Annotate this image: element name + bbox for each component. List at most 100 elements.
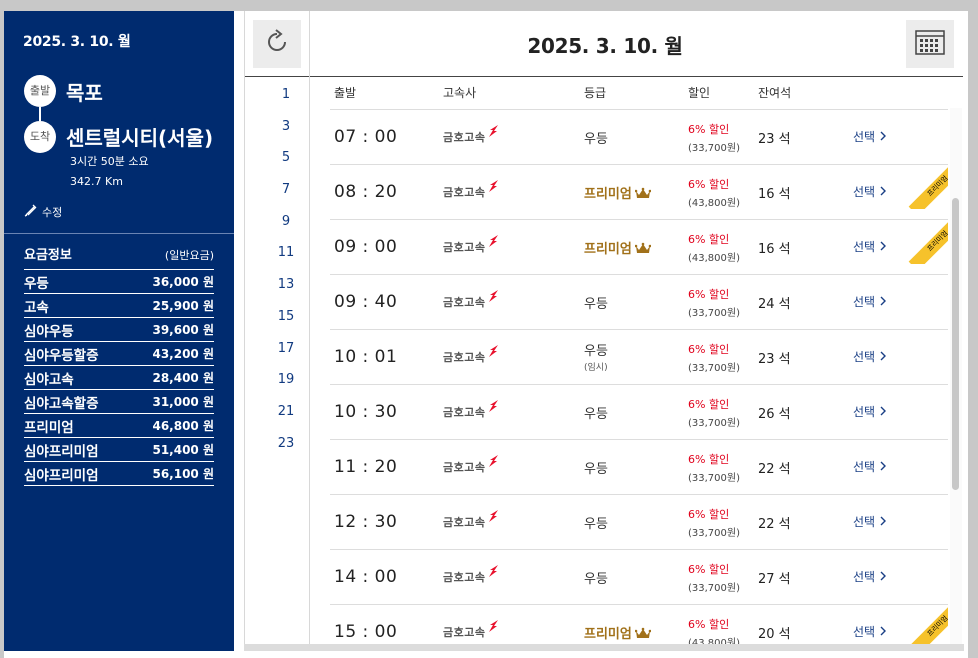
refresh-button[interactable] (253, 20, 301, 68)
route-connector (39, 107, 41, 121)
schedule-row: 07 : 00 금호고속 우등 6% 할인 (33,700원) 23 석 선택 (330, 110, 948, 165)
remaining-seats: 20 석 (758, 627, 791, 642)
select-button[interactable]: 선택 (853, 238, 887, 255)
schedule-list: 07 : 00 금호고속 우등 6% 할인 (33,700원) 23 석 선택 08 : 20… (330, 109, 948, 645)
bus-grade: 우등 (584, 407, 608, 422)
discount-info: 6% 할인 (43,800원) (688, 233, 740, 264)
crown-icon (634, 242, 652, 259)
discount-info: 6% 할인 (33,700원) (688, 123, 740, 154)
arrival-terminal: 센트럴시티(서울) (66, 126, 214, 150)
bus-company: 금호고속 (443, 290, 498, 310)
horizontal-scrollbar[interactable] (244, 644, 964, 651)
remaining-seats: 16 석 (758, 187, 791, 202)
schedule-table-header: 출발 고속사 등급 할인 잔여석 (330, 84, 950, 108)
chevron-right-icon (880, 130, 887, 144)
crown-icon (634, 627, 652, 644)
chevron-right-icon (880, 295, 887, 309)
fare-row: 심야프리미엄 56,100 원 (24, 461, 214, 486)
schedule-row: 09 : 40 금호고속 우등 6% 할인 (33,700원) 24 석 선택 (330, 275, 948, 330)
chevron-right-icon (880, 350, 887, 364)
departure-time: 11 : 20 (334, 457, 398, 477)
discount-info: 6% 할인 (33,700원) (688, 453, 740, 484)
schedule-row: 10 : 30 금호고속 우등 6% 할인 (33,700원) 26 석 선택 (330, 385, 948, 440)
hour-link[interactable]: 13 (277, 277, 295, 293)
hour-link[interactable]: 15 (277, 308, 295, 324)
discount-info: 6% 할인 (33,700원) (688, 343, 740, 374)
hour-link[interactable]: 19 (277, 372, 295, 388)
schedule-row: 11 : 20 금호고속 우등 6% 할인 (33,700원) 22 석 선택 (330, 440, 948, 495)
departure-time: 14 : 00 (334, 567, 398, 587)
scrollbar-thumb[interactable] (952, 198, 959, 490)
select-button[interactable]: 선택 (853, 293, 887, 310)
schedule-row: 08 : 20 금호고속 프리미엄 6% 할인 (43,800원) 16 석 선택 프리미엄 (330, 165, 948, 220)
hour-link[interactable]: 11 (277, 245, 295, 261)
hour-link[interactable]: 9 (281, 213, 291, 229)
departure-time: 15 : 00 (334, 622, 398, 642)
edit-route-button[interactable]: 수정 (24, 203, 62, 220)
hour-link[interactable]: 7 (281, 182, 291, 198)
fare-row: 심야우등 39,600 원 (24, 317, 214, 341)
schedule-row: 10 : 01 금호고속 우등 (임시) 6% 할인 (33,700원) 23 석 선택 (330, 330, 948, 385)
schedule-row: 15 : 00 금호고속 프리미엄 6% 할인 (43,800원) 20 석 선택 프리미엄 (330, 605, 948, 645)
col-company: 고속사 (443, 86, 477, 100)
col-seats: 잔여석 (758, 86, 792, 100)
hour-link[interactable]: 23 (277, 435, 295, 451)
fare-info-note: (일반요금) (164, 249, 214, 262)
bus-company: 금호고속 (443, 345, 498, 365)
select-button[interactable]: 선택 (853, 623, 887, 640)
remaining-seats: 23 석 (758, 132, 791, 147)
departure-time: 09 : 00 (334, 237, 398, 257)
discount-info: 6% 할인 (33,700원) (688, 563, 740, 594)
refresh-icon (263, 28, 291, 60)
departure-badge: 출발 (24, 75, 56, 107)
chevron-right-icon (880, 570, 887, 584)
bus-company: 금호고속 (443, 620, 498, 640)
premium-ribbon: 프리미엄 (905, 605, 948, 645)
calendar-button[interactable] (906, 20, 954, 68)
select-button[interactable]: 선택 (853, 403, 887, 420)
bus-grade: 우등 (584, 517, 608, 532)
remaining-seats: 22 석 (758, 517, 791, 532)
page-title: 2025. 3. 10. 월 (527, 34, 683, 58)
hour-link[interactable]: 3 (281, 118, 291, 134)
bus-company: 금호고속 (443, 455, 498, 475)
select-button[interactable]: 선택 (853, 128, 887, 145)
departure-time: 10 : 30 (334, 402, 398, 422)
bus-company: 금호고속 (443, 510, 498, 530)
select-button[interactable]: 선택 (853, 183, 887, 200)
remaining-seats: 27 석 (758, 572, 791, 587)
bus-grade: 우등 (584, 297, 608, 312)
discount-info: 6% 할인 (33,700원) (688, 398, 740, 429)
select-button[interactable]: 선택 (853, 458, 887, 475)
trip-distance: 342.7 Km (70, 175, 123, 188)
discount-info: 6% 할인 (43,800원) (688, 618, 740, 645)
departure-time: 08 : 20 (334, 182, 398, 202)
fare-info-header: 요금정보 (일반요금) (24, 244, 214, 263)
premium-ribbon: 프리미엄 (905, 165, 948, 209)
fare-row: 심야고속 28,400 원 (24, 365, 214, 389)
hour-link[interactable]: 21 (277, 403, 295, 419)
discount-info: 6% 할인 (43,800원) (688, 178, 740, 209)
chevron-right-icon (880, 515, 887, 529)
departure-time: 07 : 00 (334, 127, 398, 147)
select-button[interactable]: 선택 (853, 568, 887, 585)
hour-link[interactable]: 5 (281, 150, 291, 166)
col-discount: 할인 (688, 86, 711, 100)
fare-row: 고속 25,900 원 (24, 293, 214, 317)
bus-grade: 프리미엄 (584, 238, 652, 259)
select-button[interactable]: 선택 (853, 513, 887, 530)
hour-link[interactable]: 1 (281, 87, 291, 102)
chevron-right-icon (880, 405, 887, 419)
edit-label: 수정 (42, 205, 63, 219)
fare-row: 프리미엄 46,800 원 (24, 413, 214, 437)
bus-company: 금호고속 (443, 180, 498, 200)
discount-info: 6% 할인 (33,700원) (688, 288, 740, 319)
fare-row: 심야우등할증 43,200 원 (24, 341, 214, 365)
remaining-seats: 23 석 (758, 352, 791, 367)
hour-link[interactable]: 17 (277, 340, 295, 356)
schedule-row: 12 : 30 금호고속 우등 6% 할인 (33,700원) 22 석 선택 (330, 495, 948, 550)
column-divider (309, 11, 310, 651)
select-button[interactable]: 선택 (853, 348, 887, 365)
trip-duration: 3시간 50분 소요 (70, 155, 149, 168)
col-depart: 출발 (334, 86, 357, 100)
